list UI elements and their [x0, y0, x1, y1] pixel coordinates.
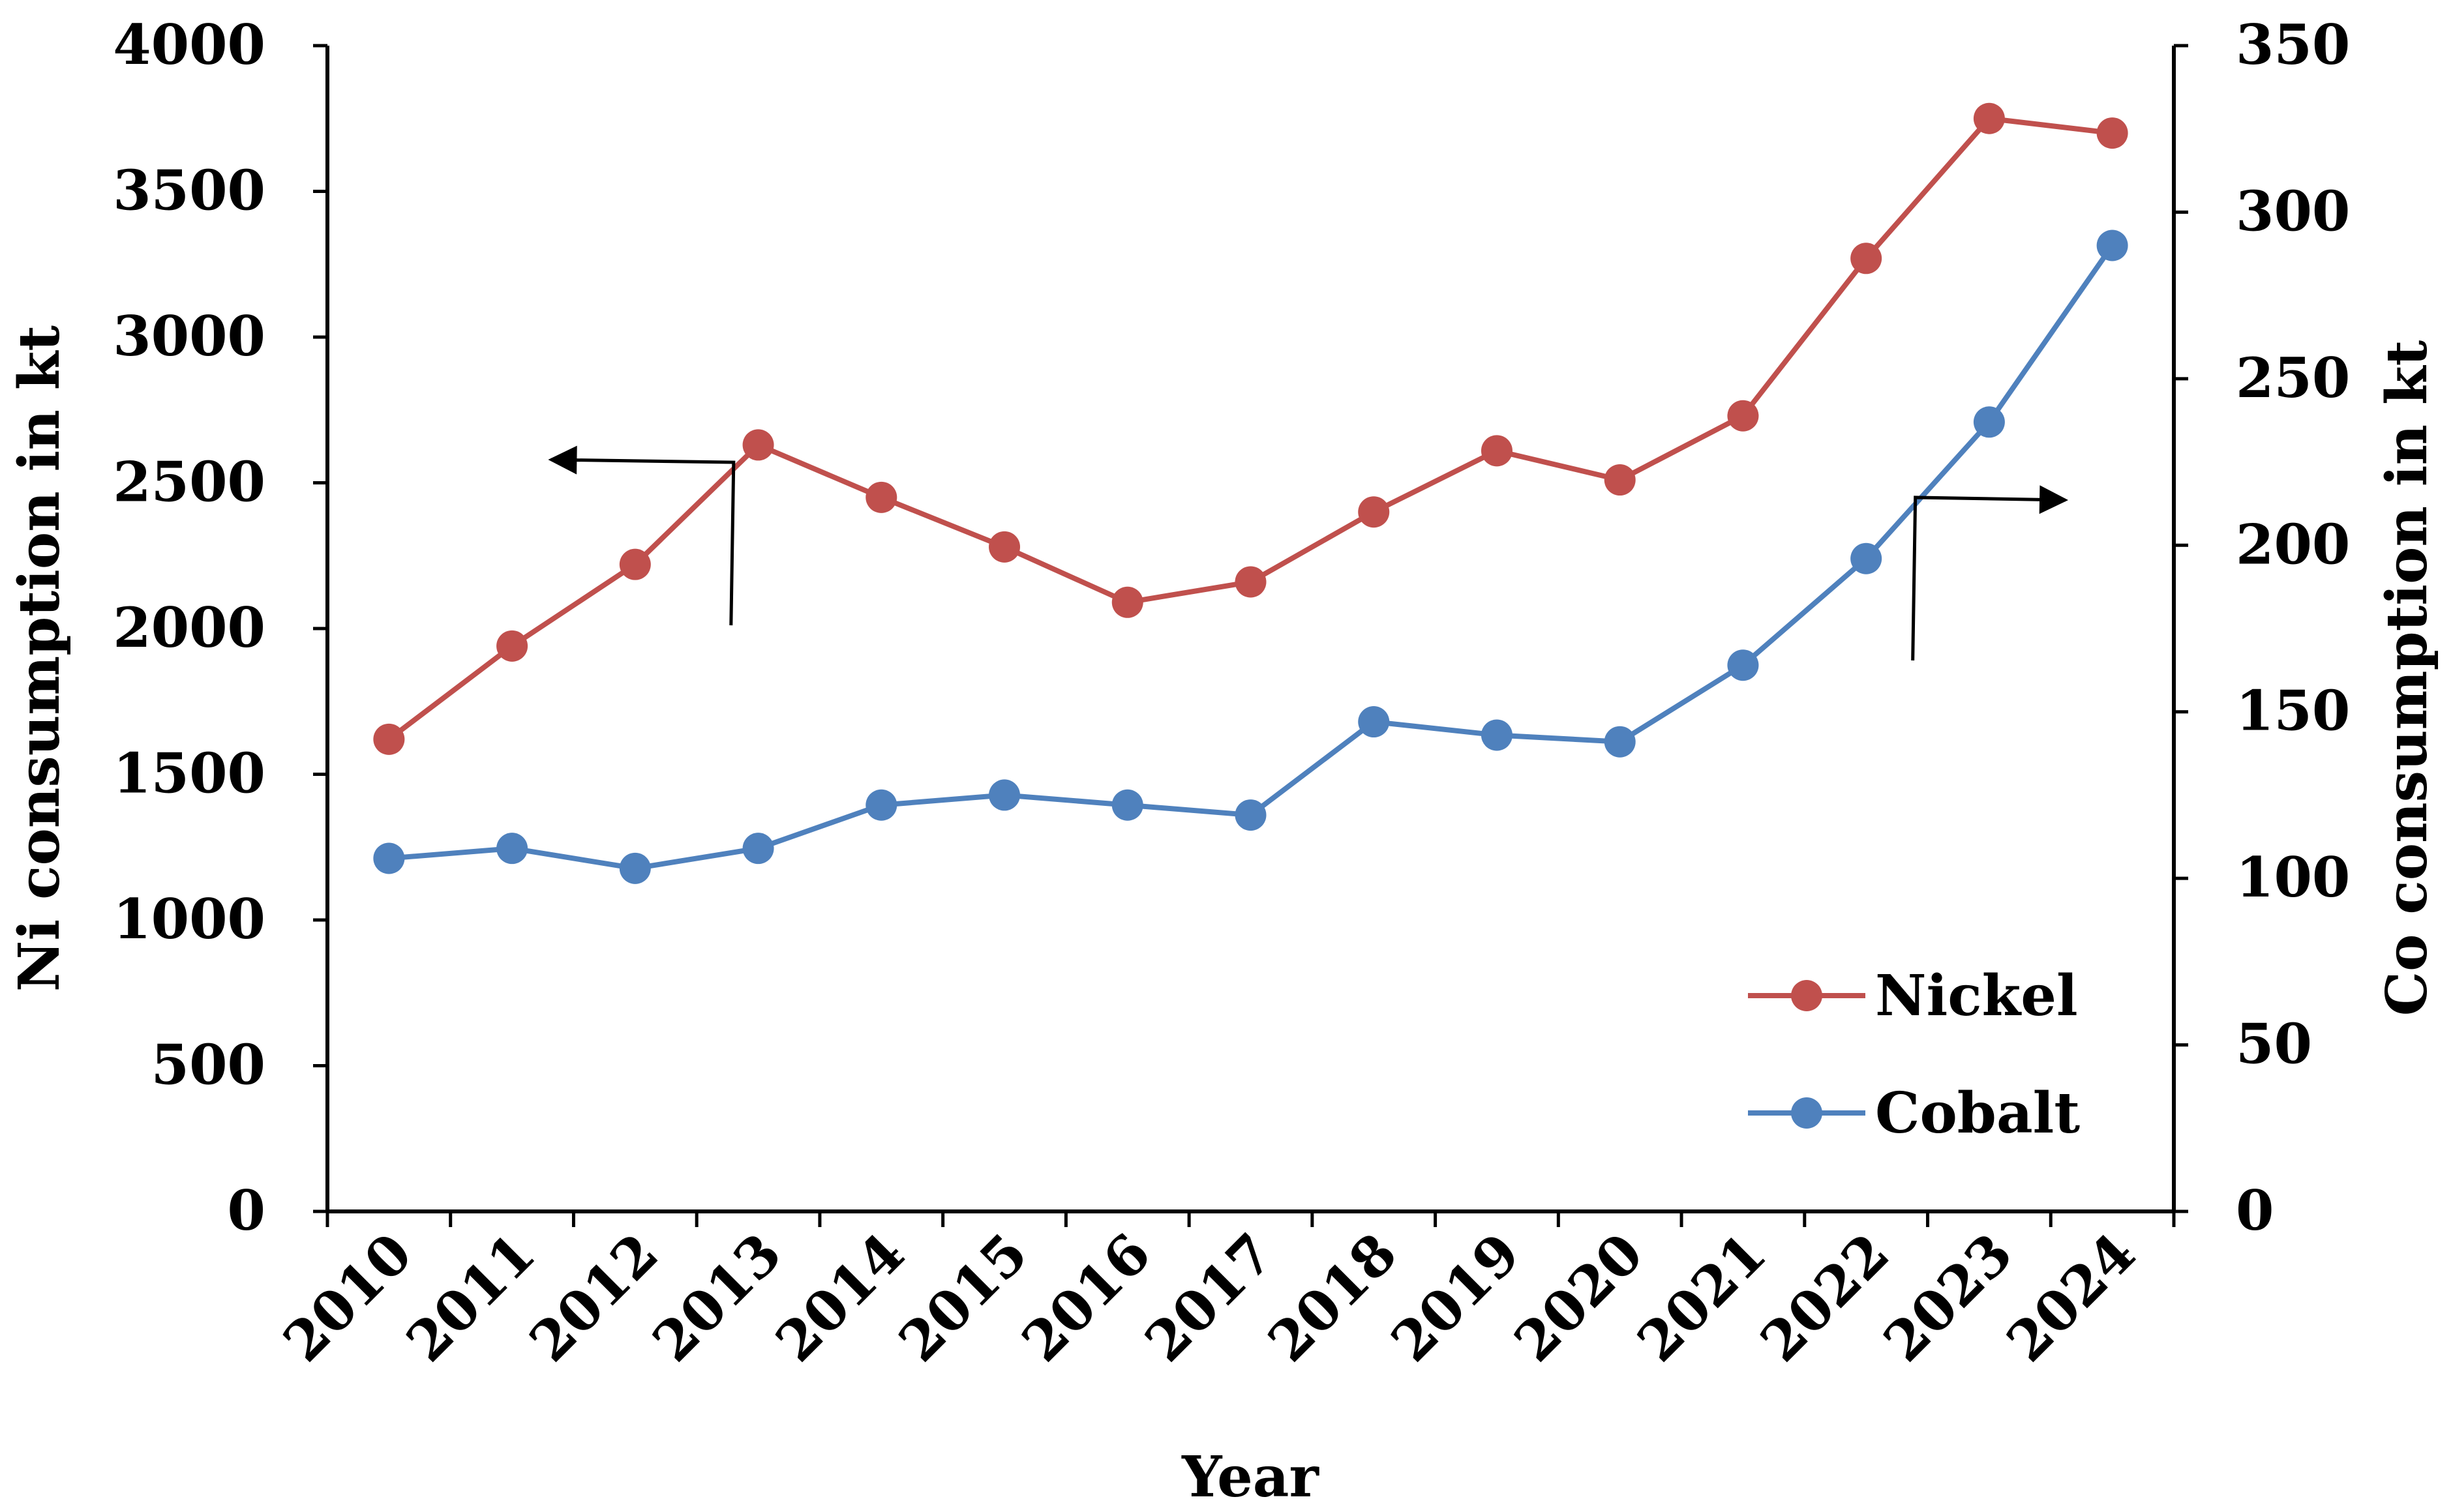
legend-item-cobalt: Cobalt — [1748, 1080, 2080, 1146]
annotations — [548, 445, 2069, 660]
data-point-cobalt — [1481, 719, 1512, 751]
right-y-tick-label: 50 — [2236, 1012, 2312, 1076]
x-tick-label: 2024 — [1994, 1221, 2147, 1374]
left-y-tick-label: 1500 — [113, 741, 265, 806]
data-point-nickel — [742, 429, 774, 461]
x-ticks: 2010201120122013201420152016201720182019… — [271, 1211, 2176, 1374]
data-point-nickel — [1358, 496, 1390, 528]
data-point-cobalt — [373, 842, 405, 874]
x-tick-label: 2021 — [1625, 1221, 1778, 1374]
x-tick-label: 2012 — [517, 1221, 670, 1374]
legend-label-nickel: Nickel — [1875, 963, 2078, 1029]
right-y-tick-label: 100 — [2236, 845, 2350, 910]
left-y-tick-label: 4000 — [113, 12, 265, 77]
data-point-cobalt — [865, 789, 897, 821]
x-tick-label: 2019 — [1379, 1221, 1532, 1374]
data-point-nickel — [1235, 566, 1267, 598]
data-point-nickel — [1850, 243, 1882, 274]
x-tick-label: 2022 — [1748, 1221, 1901, 1374]
x-tick-label: 2013 — [640, 1221, 793, 1374]
left-y-tick-label: 2500 — [113, 450, 265, 514]
right-y-tick-label: 150 — [2236, 679, 2350, 743]
data-point-nickel — [1604, 464, 1636, 496]
data-point-cobalt — [1973, 406, 2005, 438]
axis-arrow-cobalt — [1911, 485, 2069, 660]
left-y-tick-label: 3000 — [113, 304, 265, 368]
data-point-cobalt — [1235, 799, 1267, 831]
legend-label-cobalt: Cobalt — [1875, 1080, 2080, 1146]
series-line-nickel — [387, 115, 2113, 742]
x-tick-label: 2017 — [1132, 1221, 1286, 1374]
data-point-cobalt — [2096, 230, 2128, 261]
data-point-cobalt — [1358, 706, 1390, 738]
right-y-tick-label: 350 — [2236, 12, 2350, 77]
left-y-tick-label: 0 — [228, 1178, 265, 1243]
right-y-tick-label: 0 — [2236, 1178, 2274, 1243]
left-y-tick-label: 500 — [151, 1033, 265, 1097]
x-tick-label: 2014 — [763, 1221, 916, 1374]
data-point-nickel — [619, 548, 651, 580]
data-point-nickel — [1481, 435, 1512, 467]
legend-item-nickel: Nickel — [1748, 963, 2078, 1029]
x-tick-label: 2023 — [1871, 1221, 2024, 1374]
right-y-axis-title: Co consumption in kt — [2374, 340, 2440, 1016]
right-y-tick-label: 250 — [2236, 346, 2350, 410]
data-point-nickel — [496, 630, 528, 662]
data-point-nickel — [1727, 400, 1759, 432]
x-axis-title: Year — [1181, 1444, 1319, 1510]
x-tick-label: 2016 — [1010, 1221, 1163, 1374]
legend-swatch-marker-cobalt — [1791, 1097, 1822, 1129]
x-tick-label: 2020 — [1502, 1221, 1655, 1374]
x-tick-label: 2010 — [271, 1221, 424, 1374]
series-group — [373, 102, 2128, 884]
data-point-nickel — [1973, 102, 2005, 134]
data-point-cobalt — [496, 833, 528, 865]
data-point-nickel — [373, 723, 405, 755]
right-y-ticks: 0 50 100 150 200 250 300 350 — [2174, 12, 2350, 1243]
data-point-cobalt — [1850, 542, 1882, 574]
data-point-cobalt — [1111, 789, 1143, 821]
legend: Nickel Cobalt — [1748, 963, 2080, 1146]
left-y-tick-label: 3500 — [113, 158, 265, 223]
data-point-cobalt — [989, 779, 1021, 811]
x-tick-label: 2011 — [394, 1221, 547, 1374]
x-tick-label: 2018 — [1256, 1221, 1409, 1374]
left-y-tick-label: 1000 — [113, 887, 265, 951]
data-point-nickel — [1111, 586, 1143, 618]
data-point-cobalt — [1604, 726, 1636, 758]
data-point-cobalt — [1727, 649, 1759, 681]
data-point-cobalt — [619, 852, 651, 884]
data-point-nickel — [989, 531, 1021, 563]
right-y-tick-label: 300 — [2236, 179, 2350, 243]
legend-swatch-marker-nickel — [1791, 980, 1822, 1011]
data-point-nickel — [2096, 117, 2128, 149]
axis-arrow-nickel — [548, 445, 736, 626]
right-y-tick-label: 200 — [2236, 512, 2350, 576]
left-y-axis-title: Ni consumption in kt — [7, 325, 72, 992]
left-y-tick-label: 2000 — [113, 595, 265, 660]
data-point-cobalt — [742, 833, 774, 865]
left-y-ticks: 0 500 1000 1500 2000 2500 3000 3500 4000 — [113, 12, 327, 1243]
x-tick-label: 2015 — [886, 1221, 1040, 1374]
data-point-nickel — [865, 481, 897, 513]
